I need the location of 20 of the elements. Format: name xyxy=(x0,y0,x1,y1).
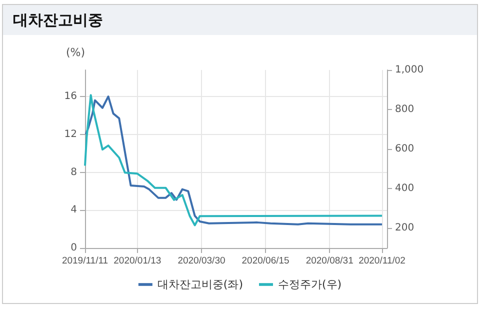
y-tick-label: 16 xyxy=(64,91,77,102)
x-tick-label: 2020/11/02 xyxy=(358,256,406,266)
chart-title: 대차잔고비중 xyxy=(3,5,477,35)
legend-label: 대차잔고비중(좌) xyxy=(157,278,244,291)
y-tick-label: 4 xyxy=(70,204,77,216)
x-tick-label: 2020/06/15 xyxy=(242,256,290,266)
y-tick-label: 0 xyxy=(70,242,77,254)
legend-label: 수정주가(우) xyxy=(278,278,342,291)
y2-tick-label: 600 xyxy=(395,144,414,155)
y2-tick-label: 400 xyxy=(395,183,414,194)
x-tick-label: 2019/11/11 xyxy=(62,256,108,266)
y2-tick-label: 200 xyxy=(395,222,414,234)
y-tick-label: 12 xyxy=(64,128,77,140)
y-axis-title: (%) xyxy=(66,46,85,59)
x-tick-label: 2020/03/30 xyxy=(178,256,226,266)
y-tick-label: 8 xyxy=(70,166,77,178)
x-tick-label: 2020/08/31 xyxy=(306,256,354,266)
y2-tick-label: 800 xyxy=(395,104,414,116)
y2-tick-label: 1,000 xyxy=(395,64,424,76)
x-tick-label: 2020/01/13 xyxy=(114,256,162,266)
